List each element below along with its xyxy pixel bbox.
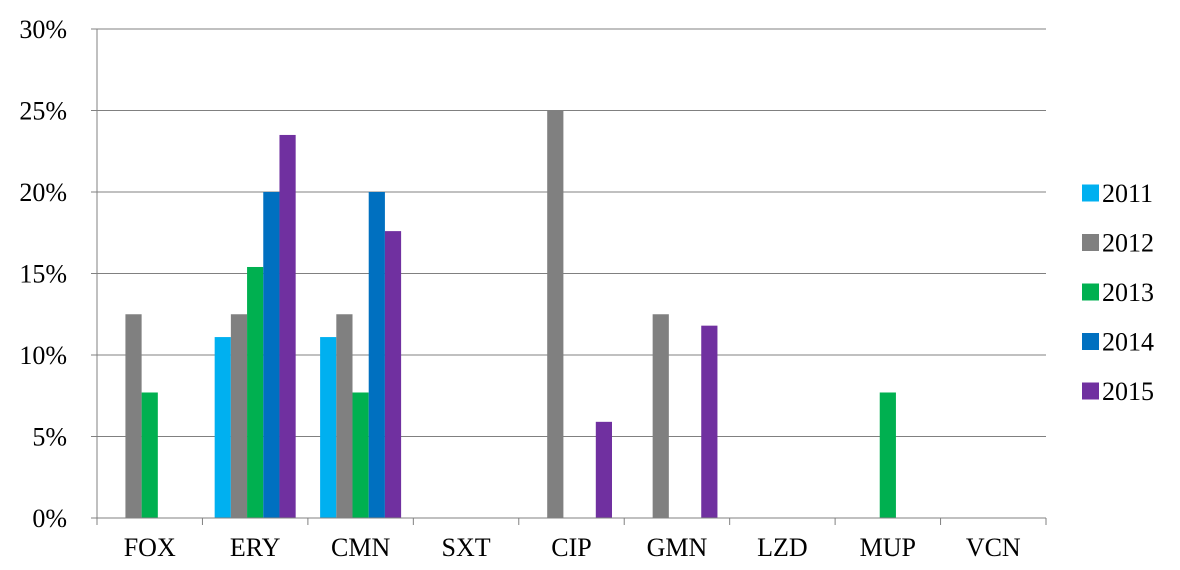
x-tick-labels: FOX ERY CMN SXT CIP GMN LZD MUP VCN <box>124 533 1021 562</box>
y-tick-label: 15% <box>19 260 67 289</box>
legend-label: 2014 <box>1102 328 1154 357</box>
axes <box>91 28 1047 525</box>
x-tick-label: FOX <box>124 533 176 562</box>
y-tick-label: 0% <box>32 504 67 533</box>
bar-ery-2011 <box>214 337 231 518</box>
bar-ery-2015 <box>279 134 296 518</box>
bar-gmn-2012 <box>652 314 669 518</box>
y-tick-label: 25% <box>19 97 67 126</box>
bar-gmn-2015 <box>701 325 718 518</box>
legend-swatch-2011 <box>1082 184 1099 202</box>
bars <box>125 110 896 518</box>
y-tick-label: 10% <box>19 341 67 370</box>
legend-label: 2015 <box>1102 377 1154 406</box>
y-tick-label: 20% <box>19 178 67 207</box>
x-tick-label: SXT <box>441 533 490 562</box>
x-tick-label: ERY <box>230 533 281 562</box>
bar-fox-2012 <box>125 314 142 518</box>
legend-label: 2012 <box>1102 229 1154 258</box>
x-tick-label: LZD <box>757 533 808 562</box>
bar-ery-2012 <box>230 314 248 518</box>
legend-label: 2013 <box>1102 278 1154 307</box>
bar-cmn-2014 <box>368 192 385 518</box>
x-tick-label: CMN <box>331 533 390 562</box>
legend-swatch-2015 <box>1082 382 1099 400</box>
x-tick-label: CIP <box>551 533 591 562</box>
bar-mup-2013 <box>879 392 896 518</box>
bar-cip-2015 <box>595 421 612 518</box>
bar-ery-2014 <box>263 192 280 518</box>
bar-fox-2013 <box>141 392 158 518</box>
x-tick-label: GMN <box>647 533 708 562</box>
y-tick-labels: 0% 5% 10% 15% 20% 25% 30% <box>19 15 67 533</box>
x-tick-label: VCN <box>966 533 1021 562</box>
bar-cmn-2013 <box>352 392 369 518</box>
y-tick-label: 30% <box>19 15 67 44</box>
bar-cmn-2015 <box>384 231 402 518</box>
legend-swatch-2013 <box>1082 283 1099 301</box>
bar-ery-2013 <box>247 266 264 518</box>
bar-cmn-2011 <box>320 337 337 518</box>
bar-cmn-2012 <box>336 314 353 518</box>
legend-label: 2011 <box>1102 179 1153 208</box>
legend-swatch-2014 <box>1082 333 1099 350</box>
bar-cip-2012 <box>547 110 564 518</box>
legend: 2011 2012 2013 2014 2015 <box>1082 179 1154 406</box>
legend-swatch-2012 <box>1082 234 1099 251</box>
y-tick-label: 5% <box>32 423 67 452</box>
x-tick-label: MUP <box>860 533 916 562</box>
